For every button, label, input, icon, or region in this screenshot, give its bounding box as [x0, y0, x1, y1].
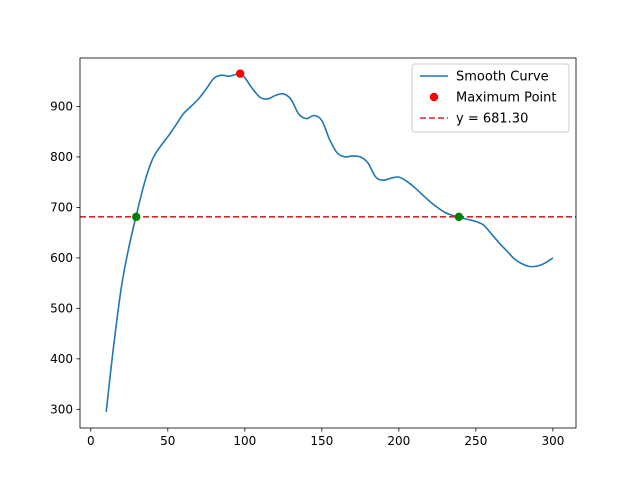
x-tick-label: 250	[464, 434, 487, 448]
y-tick-label: 300	[50, 402, 73, 416]
x-tick-label: 200	[387, 434, 410, 448]
x-tick-label: 0	[87, 434, 95, 448]
plot-area	[80, 69, 576, 412]
max-point	[235, 69, 245, 78]
intersection-point	[132, 212, 141, 222]
x-tick-label: 300	[541, 434, 564, 448]
legend-swatch-marker	[429, 92, 439, 102]
y-tick-label: 400	[50, 352, 73, 366]
x-tick-label: 100	[233, 434, 256, 448]
series-line-smooth-curve	[105, 72, 554, 412]
plot-clip-group	[80, 72, 576, 412]
axes-frame	[79, 57, 577, 429]
y-tick-label: 700	[50, 200, 73, 214]
legend-label: y = 681.30	[456, 112, 528, 127]
axes: 0 50 100 150 200 250 300 300 400 500 600 700 800 900	[50, 57, 577, 448]
legend-label: Smooth Curve	[456, 70, 549, 85]
x-tick-label: 150	[310, 434, 333, 448]
x-tick-label: 50	[160, 434, 175, 448]
intersection-point	[454, 212, 464, 222]
legend: Smooth Curve Maximum Point y = 681.30	[411, 63, 570, 133]
y-tick-label: 600	[50, 251, 73, 265]
legend-label: Maximum Point	[456, 91, 556, 106]
legend-box	[411, 63, 570, 133]
y-tick-label: 500	[50, 301, 73, 315]
y-tick-label: 800	[50, 150, 73, 164]
y-tick-label: 900	[50, 99, 73, 113]
